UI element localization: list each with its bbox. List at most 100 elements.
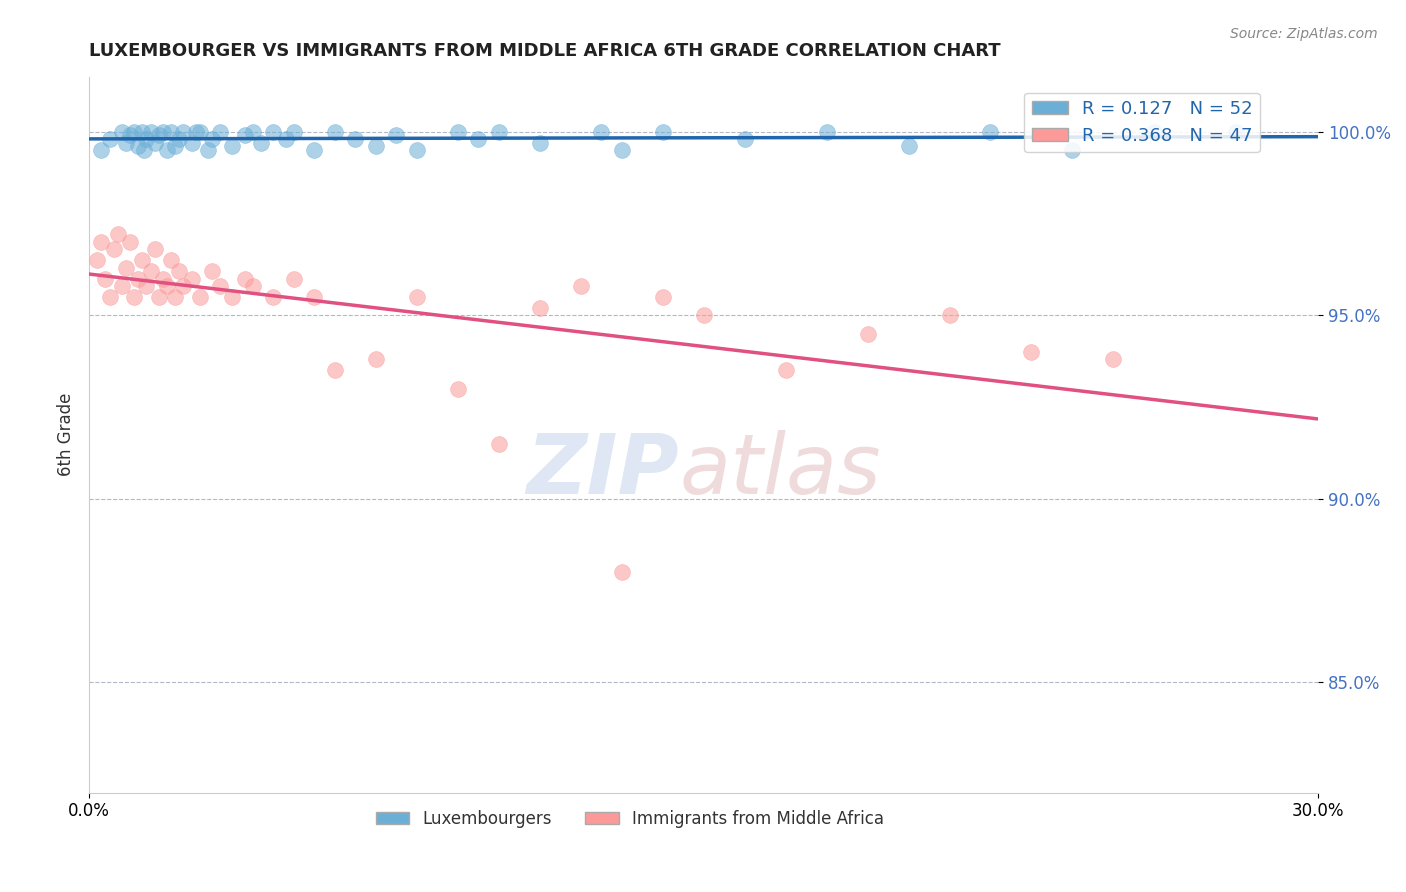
Point [242,279,264,293]
Point [103,242,125,256]
Point [405,143,427,157]
Point [131,253,153,268]
Point [98,132,121,146]
Point [233,271,256,285]
Point [815,125,838,139]
Point [692,308,714,322]
Point [98,290,121,304]
Point [242,125,264,139]
Point [188,290,211,304]
Point [467,132,489,146]
Point [135,279,157,293]
Point [201,264,224,278]
Point [134,143,156,157]
Point [1143,125,1166,139]
Point [90,143,112,157]
Point [118,128,141,143]
Point [610,143,633,157]
Point [304,290,326,304]
Point [172,125,194,139]
Point [651,125,673,139]
Point [651,290,673,304]
Point [107,227,129,242]
Point [1062,143,1084,157]
Point [856,326,879,341]
Point [304,143,326,157]
Point [156,279,179,293]
Point [86,253,108,268]
Point [262,290,284,304]
Point [283,271,305,285]
Point [488,437,510,451]
Point [209,125,232,139]
Point [529,301,551,315]
Point [262,125,284,139]
Point [172,279,194,293]
Point [165,139,187,153]
Point [160,253,183,268]
Point [323,363,346,377]
Point [1021,345,1043,359]
Point [188,125,211,139]
Point [148,290,170,304]
Point [127,139,149,153]
Point [569,279,592,293]
Point [143,136,166,150]
Point [160,125,183,139]
Point [115,260,138,275]
Point [180,271,202,285]
Point [143,242,166,256]
Point [283,125,305,139]
Point [938,308,960,322]
Point [591,125,613,139]
Point [775,363,797,377]
Point [111,125,134,139]
Point [139,264,162,278]
Point [221,139,243,153]
Point [201,132,224,146]
Y-axis label: 6th Grade: 6th Grade [58,393,75,476]
Text: atlas: atlas [679,430,880,511]
Point [156,143,179,157]
Point [364,139,387,153]
Point [197,143,219,157]
Point [127,271,149,285]
Point [610,566,633,580]
Point [94,271,117,285]
Point [323,125,346,139]
Point [115,136,138,150]
Text: LUXEMBOURGER VS IMMIGRANTS FROM MIDDLE AFRICA 6TH GRADE CORRELATION CHART: LUXEMBOURGER VS IMMIGRANTS FROM MIDDLE A… [89,42,1001,60]
Point [405,290,427,304]
Point [250,136,273,150]
Point [734,132,756,146]
Point [1102,352,1125,367]
Text: ZIP: ZIP [526,430,679,511]
Point [1225,125,1247,139]
Point [897,139,920,153]
Point [344,132,367,146]
Point [184,125,207,139]
Point [221,290,243,304]
Point [167,132,190,146]
Point [274,132,297,146]
Point [122,290,145,304]
Point [209,279,232,293]
Point [165,290,187,304]
Point [148,128,170,143]
Point [139,125,162,139]
Point [152,271,174,285]
Legend: Luxembourgers, Immigrants from Middle Africa: Luxembourgers, Immigrants from Middle Af… [370,803,890,834]
Point [167,264,190,278]
Point [529,136,551,150]
Point [131,125,153,139]
Point [135,132,157,146]
Point [118,235,141,249]
Point [488,125,510,139]
Point [979,125,1001,139]
Text: Source: ZipAtlas.com: Source: ZipAtlas.com [1230,27,1378,41]
Point [233,128,256,143]
Point [180,136,202,150]
Point [122,125,145,139]
Point [447,382,470,396]
Point [111,279,134,293]
